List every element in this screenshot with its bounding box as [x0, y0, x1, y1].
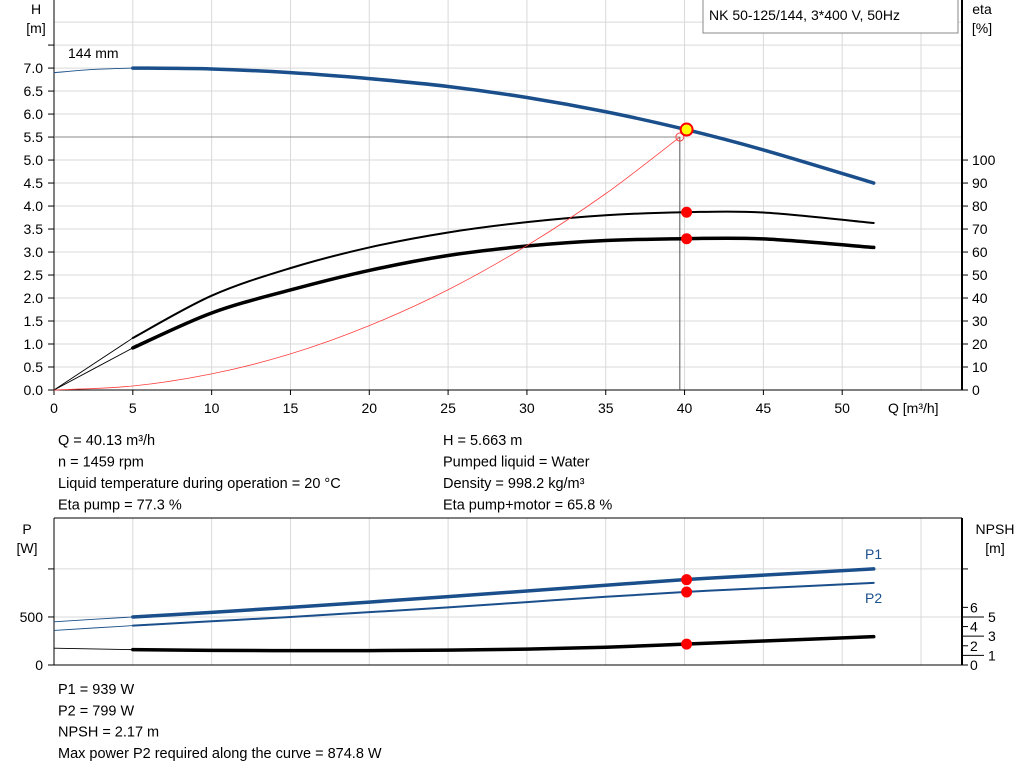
- eta-tick-label: 10: [972, 359, 988, 375]
- curve-H: [131, 66, 876, 185]
- info-bottom-3: Max power P2 required along the curve = …: [58, 746, 382, 762]
- info-right-3: Eta pump+motor = 65.8 %: [443, 498, 612, 514]
- info-bottom-2: NPSH = 2.17 m: [58, 725, 159, 741]
- p1-point: [681, 574, 693, 586]
- curve-NPSH-extrapolated: [53, 647, 133, 651]
- npsh-tick-label: 0: [970, 657, 978, 673]
- eta-tick-label: 20: [972, 336, 988, 352]
- info-right-0: H = 5.663 m: [443, 433, 522, 449]
- y-axis-unit: [m]: [26, 20, 45, 36]
- y-tick-label: 3.0: [24, 244, 44, 260]
- title-box: [702, 0, 959, 34]
- y-axis-label: H: [31, 1, 41, 17]
- x-tick-label: 25: [440, 400, 456, 416]
- eta-tick-label: 100: [972, 152, 996, 168]
- x-tick-label: 5: [129, 400, 137, 416]
- npsh-tick-label: 2: [970, 638, 978, 654]
- y-tick-label: 5.0: [24, 152, 44, 168]
- p2-point: [681, 586, 693, 598]
- eta-tick-label: 90: [972, 175, 988, 191]
- npsh-axis-label: NPSH: [976, 521, 1015, 537]
- eta-tick-label: 0: [972, 382, 980, 398]
- y-tick-label: 5.5: [24, 129, 44, 145]
- npsh-axis-unit: [m]: [985, 540, 1004, 556]
- chart-title: NK 50-125/144, 3*400 V, 50Hz: [709, 7, 900, 23]
- info-bottom-1: P2 = 799 W: [58, 703, 134, 719]
- curve-P2: [131, 581, 875, 627]
- y-tick-label: 4.0: [24, 198, 44, 214]
- info-bottom-0: P1 = 939 W: [58, 682, 134, 698]
- npsh-tick-label: 1: [988, 647, 996, 663]
- eta-tick-label: 60: [972, 244, 988, 260]
- x-tick-label: 40: [677, 400, 693, 416]
- eta-tick-label: 40: [972, 290, 988, 306]
- info-right-2: Density = 998.2 kg/m³: [443, 476, 585, 492]
- p-axis-unit: [W]: [17, 540, 38, 556]
- y-tick-label: 4.5: [24, 175, 44, 191]
- curve-eta_pump: [131, 210, 875, 340]
- curve-eta_pump_motor-extrapolated: [53, 347, 134, 391]
- npsh-tick-label: 4: [970, 619, 978, 635]
- x-tick-label: 0: [50, 400, 58, 416]
- y-tick-label: 3.5: [24, 221, 44, 237]
- y-tick-label: 1.5: [24, 313, 44, 329]
- curve-system_curve: [53, 136, 681, 391]
- eta-pump-motor-point: [681, 233, 693, 245]
- impeller-label: 144 mm: [68, 45, 119, 61]
- series-label-P2: P2: [865, 590, 882, 606]
- curve-eta_pump_motor: [131, 236, 876, 350]
- npsh-point: [681, 638, 693, 650]
- x-tick-label: 15: [283, 400, 299, 416]
- npsh-tick-label: 5: [988, 609, 996, 625]
- y-tick-label: 1.0: [24, 336, 44, 352]
- eta-axis-label: eta: [972, 1, 992, 17]
- x-axis-label: Q [m³/h]: [888, 400, 939, 416]
- eta-pump-point: [681, 206, 693, 218]
- eta-tick-label: 80: [972, 198, 988, 214]
- operating-point: [679, 122, 694, 137]
- y-tick-label: 2.0: [24, 290, 44, 306]
- x-tick-label: 45: [756, 400, 772, 416]
- system-point-marker: [675, 132, 685, 142]
- curve-P1-extrapolated: [53, 616, 133, 623]
- y-tick-label: 0.0: [24, 382, 44, 398]
- curve-eta_pump-extrapolated: [53, 337, 134, 391]
- info-right-1: Pumped liquid = Water: [443, 455, 590, 471]
- npsh-tick-label: 6: [970, 599, 978, 615]
- npsh-tick-label: 3: [988, 628, 996, 644]
- y-tick-label: 0.5: [24, 359, 44, 375]
- eta-tick-label: 50: [972, 267, 988, 283]
- y-tick-label: 7.0: [24, 60, 44, 76]
- eta-axis-unit: [%]: [972, 20, 992, 36]
- curve-NPSH: [131, 634, 876, 653]
- eta-tick-label: 70: [972, 221, 988, 237]
- curve-P1: [131, 567, 876, 619]
- info-left-1: n = 1459 rpm: [58, 455, 144, 471]
- x-tick-label: 20: [361, 400, 377, 416]
- info-left-3: Eta pump = 77.3 %: [58, 498, 182, 514]
- curve-H-extrapolated: [53, 67, 133, 74]
- y-tick-label: 2.5: [24, 267, 44, 283]
- x-tick-label: 35: [598, 400, 614, 416]
- info-left-0: Q = 40.13 m³/h: [58, 433, 155, 449]
- x-tick-label: 30: [519, 400, 535, 416]
- series-label-P1: P1: [865, 546, 882, 562]
- p-tick-label: 500: [20, 609, 44, 625]
- y-tick-label: 6.5: [24, 83, 44, 99]
- p-tick-label: 0: [35, 657, 43, 673]
- p-axis-label: P: [22, 521, 31, 537]
- info-left-2: Liquid temperature during operation = 20…: [58, 476, 341, 492]
- curve-P2-extrapolated: [53, 625, 133, 631]
- y-tick-label: 6.0: [24, 106, 44, 122]
- eta-tick-label: 30: [972, 313, 988, 329]
- x-tick-label: 10: [204, 400, 220, 416]
- x-tick-label: 50: [834, 400, 850, 416]
